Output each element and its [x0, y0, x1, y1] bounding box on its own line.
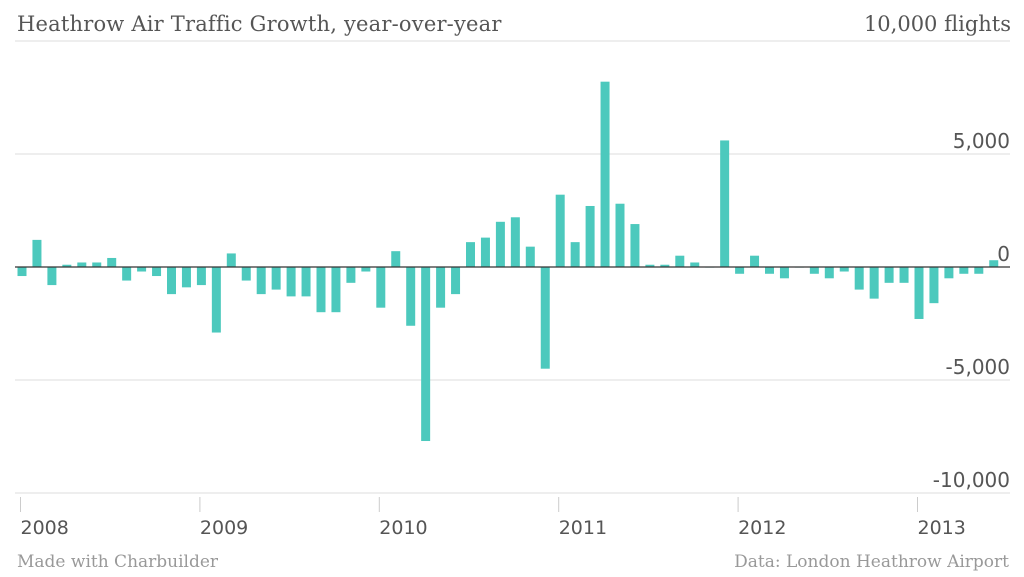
- bar: [809, 267, 819, 274]
- x-tick-label: 2008: [21, 517, 69, 539]
- bar: [77, 262, 87, 267]
- bar: [152, 267, 162, 277]
- bar: [436, 267, 446, 308]
- bar: [421, 267, 431, 442]
- bar: [854, 267, 864, 290]
- bar: [391, 251, 401, 267]
- bar: [62, 264, 72, 267]
- bar: [824, 267, 834, 279]
- bar: [480, 237, 490, 267]
- y-axis-unit-label: 10,000 flights: [863, 12, 1011, 36]
- bar: [451, 267, 461, 295]
- bar: [331, 267, 341, 313]
- bar: [122, 267, 132, 281]
- bar: [630, 224, 640, 267]
- bar: [361, 267, 371, 272]
- bar: [899, 267, 909, 283]
- bar: [660, 264, 670, 267]
- bar: [406, 267, 416, 326]
- bar: [495, 221, 505, 267]
- bar: [241, 267, 251, 281]
- bar: [47, 267, 57, 286]
- chart-title: Heathrow Air Traffic Growth, year-over-y…: [17, 12, 502, 36]
- y-tick-label: 0: [997, 242, 1010, 266]
- bar: [675, 255, 685, 267]
- bar: [720, 140, 730, 267]
- bar: [346, 267, 356, 283]
- bar: [750, 255, 760, 267]
- x-tick-label: 2009: [200, 517, 248, 539]
- bar: [555, 194, 565, 267]
- bar: [869, 267, 879, 299]
- bar: [884, 267, 894, 283]
- bar: [316, 267, 326, 313]
- x-tick-label: 2012: [738, 517, 786, 539]
- y-tick-label: -5,000: [946, 355, 1010, 379]
- bar: [974, 267, 984, 274]
- y-tick-label: -10,000: [933, 468, 1010, 492]
- bar: [615, 203, 625, 267]
- made-with-credit: Made with Charbuilder: [17, 552, 219, 572]
- bar: [929, 267, 939, 304]
- bar: [226, 253, 236, 267]
- bar: [32, 239, 42, 267]
- bar: [765, 267, 774, 274]
- bar: [839, 267, 849, 272]
- bar: [540, 267, 550, 369]
- x-tick-label: 2010: [379, 517, 427, 539]
- bar: [690, 262, 700, 267]
- x-tick-label: 2011: [559, 517, 607, 539]
- bar: [959, 267, 969, 274]
- bar: [466, 242, 475, 267]
- bar: [525, 246, 535, 267]
- data-source-credit: Data: London Heathrow Airport: [734, 552, 1009, 572]
- bar: [181, 267, 191, 288]
- bar: [92, 262, 102, 267]
- bar: [510, 217, 520, 267]
- bar: [914, 267, 924, 319]
- x-tick-label: 2013: [918, 517, 966, 539]
- bar: [196, 267, 206, 286]
- bar: [256, 267, 266, 295]
- bar: [570, 242, 580, 267]
- bar: [167, 267, 176, 295]
- bar: [585, 205, 595, 267]
- bar: [107, 257, 117, 267]
- bar: [376, 267, 386, 308]
- y-tick-label: 5,000: [953, 129, 1010, 153]
- bar: [211, 267, 221, 333]
- bar: [779, 267, 789, 279]
- bar: [989, 260, 999, 267]
- bar: [286, 267, 296, 297]
- bar: [137, 267, 147, 272]
- bar: [645, 264, 655, 267]
- bar: [301, 267, 311, 297]
- bar: [735, 267, 745, 274]
- bar: [17, 267, 27, 277]
- bar: [271, 267, 281, 290]
- bar: [944, 267, 954, 279]
- bar: [600, 81, 610, 268]
